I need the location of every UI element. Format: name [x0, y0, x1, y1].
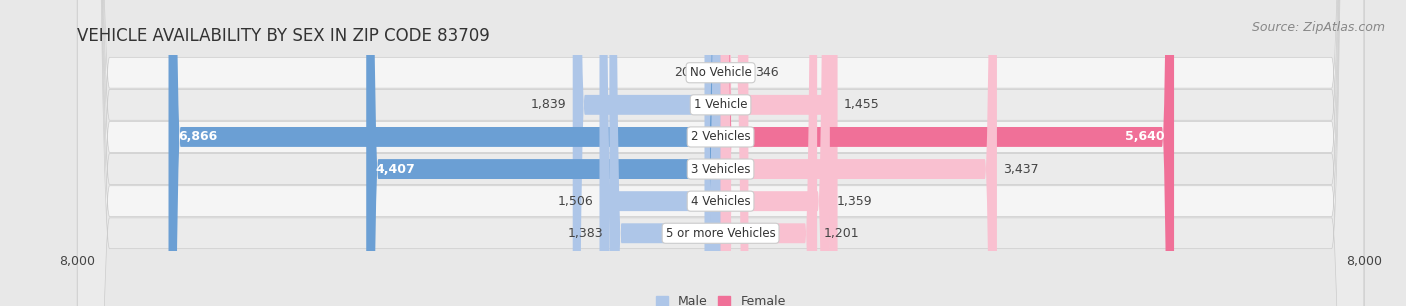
Text: 1,359: 1,359	[837, 195, 872, 208]
FancyBboxPatch shape	[77, 0, 1364, 306]
FancyBboxPatch shape	[366, 0, 721, 306]
Text: 4,407: 4,407	[375, 162, 416, 176]
FancyBboxPatch shape	[721, 0, 1174, 306]
FancyBboxPatch shape	[721, 0, 838, 306]
Text: 200: 200	[675, 66, 697, 79]
Text: 346: 346	[755, 66, 779, 79]
FancyBboxPatch shape	[77, 0, 1364, 306]
Text: 2 Vehicles: 2 Vehicles	[690, 130, 751, 144]
FancyBboxPatch shape	[599, 0, 721, 306]
Text: 1,455: 1,455	[844, 98, 880, 111]
Text: 3 Vehicles: 3 Vehicles	[690, 162, 751, 176]
FancyBboxPatch shape	[169, 0, 721, 306]
Text: 4 Vehicles: 4 Vehicles	[690, 195, 751, 208]
Text: 1,383: 1,383	[567, 227, 603, 240]
Text: 5,640: 5,640	[1125, 130, 1164, 144]
FancyBboxPatch shape	[721, 0, 997, 306]
FancyBboxPatch shape	[704, 0, 721, 306]
Text: 1,506: 1,506	[557, 195, 593, 208]
FancyBboxPatch shape	[721, 0, 817, 306]
Text: 6,866: 6,866	[179, 130, 218, 144]
FancyBboxPatch shape	[572, 0, 721, 306]
Text: VEHICLE AVAILABILITY BY SEX IN ZIP CODE 83709: VEHICLE AVAILABILITY BY SEX IN ZIP CODE …	[77, 27, 491, 45]
FancyBboxPatch shape	[609, 0, 721, 306]
Text: 5 or more Vehicles: 5 or more Vehicles	[665, 227, 776, 240]
FancyBboxPatch shape	[77, 0, 1364, 306]
Text: Source: ZipAtlas.com: Source: ZipAtlas.com	[1251, 21, 1385, 34]
FancyBboxPatch shape	[77, 0, 1364, 306]
Text: 3,437: 3,437	[1004, 162, 1039, 176]
FancyBboxPatch shape	[721, 0, 748, 306]
Text: 1,201: 1,201	[824, 227, 859, 240]
Text: 1,839: 1,839	[530, 98, 567, 111]
Legend: Male, Female: Male, Female	[651, 290, 790, 306]
FancyBboxPatch shape	[77, 0, 1364, 306]
FancyBboxPatch shape	[721, 0, 830, 306]
Text: 1 Vehicle: 1 Vehicle	[693, 98, 748, 111]
Text: No Vehicle: No Vehicle	[689, 66, 752, 79]
FancyBboxPatch shape	[77, 0, 1364, 306]
